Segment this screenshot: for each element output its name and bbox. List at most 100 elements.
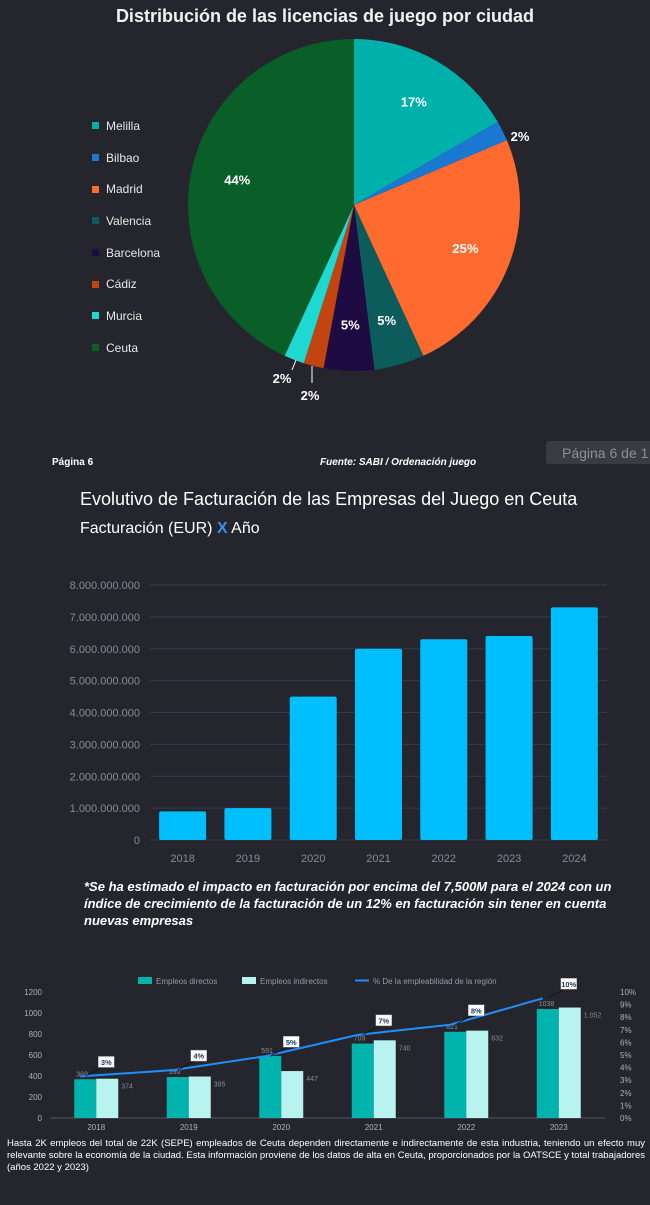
y2-tick-label: 10% xyxy=(620,988,636,997)
pie-slice xyxy=(354,140,520,356)
y2-tick-label: 7% xyxy=(620,1026,632,1035)
bar-direct xyxy=(351,1043,374,1118)
y2-tick-label: 0% xyxy=(620,1114,632,1123)
bar xyxy=(550,607,598,840)
bar-value-label: 447 xyxy=(306,1076,318,1083)
legend-swatch xyxy=(92,154,99,162)
bar xyxy=(420,639,468,840)
y2-tick-label: 5% xyxy=(620,1051,632,1060)
subtitle-metric: Facturación (EUR) xyxy=(80,520,213,537)
pie-slice xyxy=(284,205,354,364)
legend-label: % De la empleabilidad de la región xyxy=(373,977,497,986)
y-tick-label: 1.000.000.000 xyxy=(70,803,140,815)
bar xyxy=(354,648,403,840)
percent-label: 8% xyxy=(471,1006,482,1015)
pie-slice-label: 2% xyxy=(301,388,320,403)
callout-line xyxy=(547,987,566,999)
bar-chart-subtitle: Facturación (EUR) X Año xyxy=(80,520,260,538)
y-tick-label: 0 xyxy=(134,835,140,847)
pie-slice xyxy=(323,205,375,371)
x-tick-label: 2020 xyxy=(301,853,325,865)
y-tick-label: 800 xyxy=(29,1030,43,1039)
x-tick-label: 2024 xyxy=(562,853,586,865)
legend-swatch xyxy=(92,217,99,225)
bar-indirect xyxy=(281,1071,304,1118)
y2-tick-label: 9% xyxy=(620,1001,632,1010)
legend-label: Ceuta xyxy=(106,340,139,355)
y-tick-label: 6.000.000.000 xyxy=(70,644,140,656)
legend-swatch xyxy=(92,185,99,193)
bar-value-label: 832 xyxy=(491,1036,503,1043)
legend-label: Empleos directos xyxy=(156,977,217,986)
legend-label: Murcia xyxy=(106,308,143,323)
leader-line xyxy=(291,359,297,371)
legend-swatch xyxy=(92,344,99,352)
callout-line xyxy=(85,1066,104,1077)
revenue-bar-chart: 0 1.000.000.000 2.000.000.000 3.000.000.000… xyxy=(70,580,607,865)
bar-value-label: 821 xyxy=(446,1024,458,1031)
y-tick-label: 600 xyxy=(29,1051,43,1060)
x-tick-label: 2019 xyxy=(180,1123,198,1132)
legend-label: Barcelona xyxy=(106,245,161,260)
bar xyxy=(224,808,272,840)
y2-tick-label: 2% xyxy=(620,1089,632,1098)
pie-slice-label: 44% xyxy=(224,172,250,187)
y-tick-label: 400 xyxy=(29,1072,43,1081)
pie-slice xyxy=(303,205,354,369)
pie-slice xyxy=(187,39,354,356)
callout-line xyxy=(270,1045,289,1057)
legend-label: Cádiz xyxy=(106,277,137,292)
bar-value-label: 390 xyxy=(169,1069,181,1076)
percent-callout-box xyxy=(190,1049,207,1062)
bar-value-label: 395 xyxy=(214,1082,226,1089)
legend-item: Bilbao xyxy=(92,142,160,174)
bar-value-label: 1.052 xyxy=(584,1013,602,1020)
legend-swatch xyxy=(242,977,256,984)
bar-value-label: 1038 xyxy=(539,1001,555,1008)
y2-tick-label: 4% xyxy=(620,1064,632,1073)
y-tick-label: 5.000.000.000 xyxy=(70,676,140,688)
pie-slice-label: 2% xyxy=(273,371,292,386)
percent-label: 4% xyxy=(193,1052,204,1061)
x-tick-label: 2020 xyxy=(272,1123,290,1132)
y-tick-label: 200 xyxy=(29,1093,43,1102)
bar-value-label: 740 xyxy=(399,1045,411,1052)
bar-direct xyxy=(259,1055,282,1118)
pie-legend: Melilla Bilbao Madrid Valencia Barcelona Cádi… xyxy=(92,110,160,364)
y-tick-label: 7.000.000.000 xyxy=(70,612,140,624)
bar-indirect xyxy=(96,1078,119,1118)
callout-line xyxy=(455,1014,474,1026)
subtitle-x: X xyxy=(216,520,228,537)
y2-tick-label: 8% xyxy=(620,1013,632,1022)
pie-slice xyxy=(354,205,424,370)
pie-chart-title: Distribución de las licencias de juego p… xyxy=(115,6,535,26)
source-label: Fuente: SABI / Ordenación juego xyxy=(320,457,477,468)
callout-line xyxy=(177,1059,196,1071)
y-tick-label: 3.000.000.000 xyxy=(70,739,140,751)
legend-label: Empleos indirectos xyxy=(260,977,328,986)
legend-swatch xyxy=(138,977,152,984)
bar-value-label: 374 xyxy=(121,1084,133,1091)
y-tick-label: 1000 xyxy=(24,1009,42,1018)
legend-item: Valencia xyxy=(92,205,160,237)
percent-label: 3% xyxy=(101,1058,112,1067)
x-tick-label: 2022 xyxy=(432,853,456,865)
legend-item: Barcelona xyxy=(92,237,160,269)
percent-callout-box xyxy=(560,978,577,990)
pie-slice-label: 5% xyxy=(377,313,396,328)
legend-label: Melilla xyxy=(106,118,141,133)
y-tick-label: 2.000.000.000 xyxy=(70,771,140,783)
bar-direct xyxy=(74,1079,97,1118)
bar xyxy=(485,636,533,840)
y-tick-label: 0 xyxy=(38,1114,43,1123)
y2-tick-label: 6% xyxy=(620,1038,632,1047)
employability-line xyxy=(80,997,544,1078)
percent-callout-box xyxy=(98,1056,115,1068)
legend-item: Ceuta xyxy=(92,332,160,364)
callout-line xyxy=(362,1024,381,1036)
legend-swatch xyxy=(92,312,99,320)
y-tick-label: 1200 xyxy=(24,988,42,997)
x-tick-label: 2022 xyxy=(457,1123,475,1132)
legend-label: Valencia xyxy=(106,213,152,228)
bottom-paragraph: Hasta 2K empleos del total de 22K (SEPE)… xyxy=(7,1138,645,1173)
